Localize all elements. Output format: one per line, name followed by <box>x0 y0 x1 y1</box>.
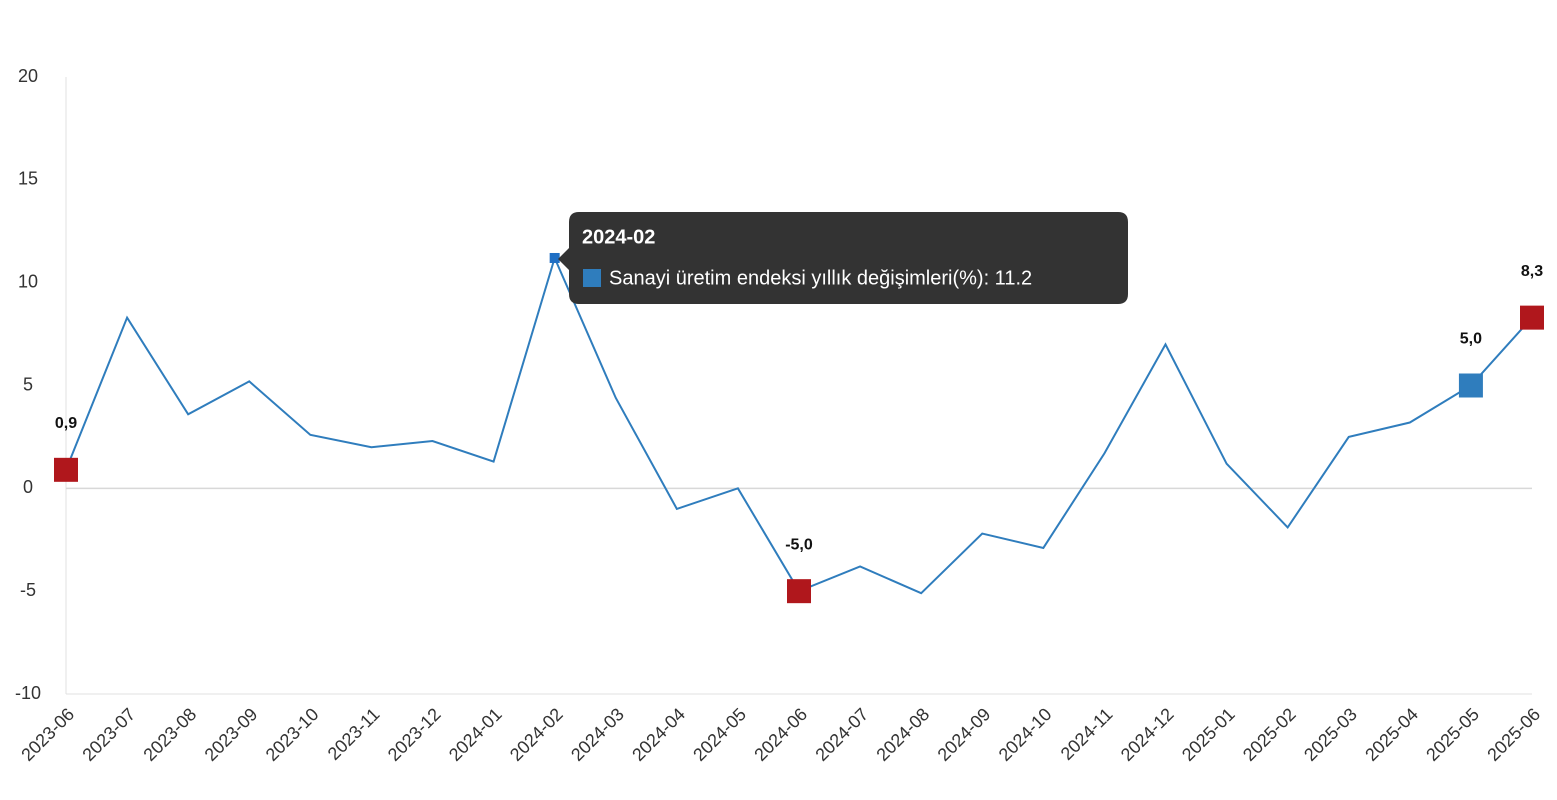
hover-marker <box>549 252 560 263</box>
x-tick-label: 2025-01 <box>1178 704 1239 765</box>
tooltip-box <box>558 212 1128 304</box>
highlight-marker <box>1458 373 1483 398</box>
x-tick-label: 2024-07 <box>811 704 872 765</box>
highlight-marker <box>1520 305 1544 330</box>
y-tick-label: 5 <box>23 374 33 394</box>
tooltip: 2024-02 Sanayi üretim endeksi yıllık deği… <box>558 212 1128 304</box>
x-tick-label: 2024-03 <box>567 704 628 765</box>
y-tick-label: 15 <box>18 169 38 189</box>
x-tick-label: 2025-04 <box>1361 704 1422 765</box>
x-tick-label: 2023-06 <box>17 704 78 765</box>
x-tick-label: 2025-06 <box>1483 704 1544 765</box>
x-tick-label: 2024-11 <box>1057 704 1117 764</box>
x-tick-label: 2023-11 <box>324 704 384 764</box>
x-tick-label: 2023-08 <box>139 704 200 765</box>
x-tick-label: 2024-06 <box>750 704 811 765</box>
y-tick-label: 10 <box>18 271 38 291</box>
y-tick-label: 0 <box>23 477 33 497</box>
x-tick-label: 2024-08 <box>872 704 933 765</box>
highlight-marker <box>54 457 78 482</box>
x-tick-label: 2025-02 <box>1239 704 1300 765</box>
y-tick-label: -10 <box>15 683 41 703</box>
x-tick-label: 2024-09 <box>934 704 995 765</box>
y-tick-label: 20 <box>18 66 38 86</box>
x-tick-label: 2023-09 <box>201 704 262 765</box>
x-tick-label: 2023-12 <box>384 704 445 765</box>
value-label: -5,0 <box>785 536 813 553</box>
tooltip-text: Sanayi üretim endeksi yıllık değişimleri… <box>609 267 1032 289</box>
tooltip-swatch <box>583 269 601 287</box>
x-tick-label: 2025-05 <box>1422 704 1483 765</box>
value-label: 8,3 <box>1521 263 1543 280</box>
x-tick-label: 2024-10 <box>995 704 1056 765</box>
value-label: 0,9 <box>55 415 77 432</box>
x-tick-label: 2023-10 <box>262 704 323 765</box>
tooltip-title: 2024-02 <box>582 226 655 248</box>
highlight-marker <box>787 579 811 604</box>
x-tick-label: 2023-07 <box>78 704 139 765</box>
x-tick-label: 2024-02 <box>506 704 567 765</box>
x-tick-label: 2024-12 <box>1117 704 1178 765</box>
value-label: 5,0 <box>1460 331 1482 348</box>
x-tick-label: 2024-04 <box>628 704 689 765</box>
x-tick-label: 2025-03 <box>1300 704 1361 765</box>
x-tick-label: 2024-01 <box>445 704 506 765</box>
y-tick-label: -5 <box>20 580 36 600</box>
x-tick-label: 2024-05 <box>689 704 750 765</box>
